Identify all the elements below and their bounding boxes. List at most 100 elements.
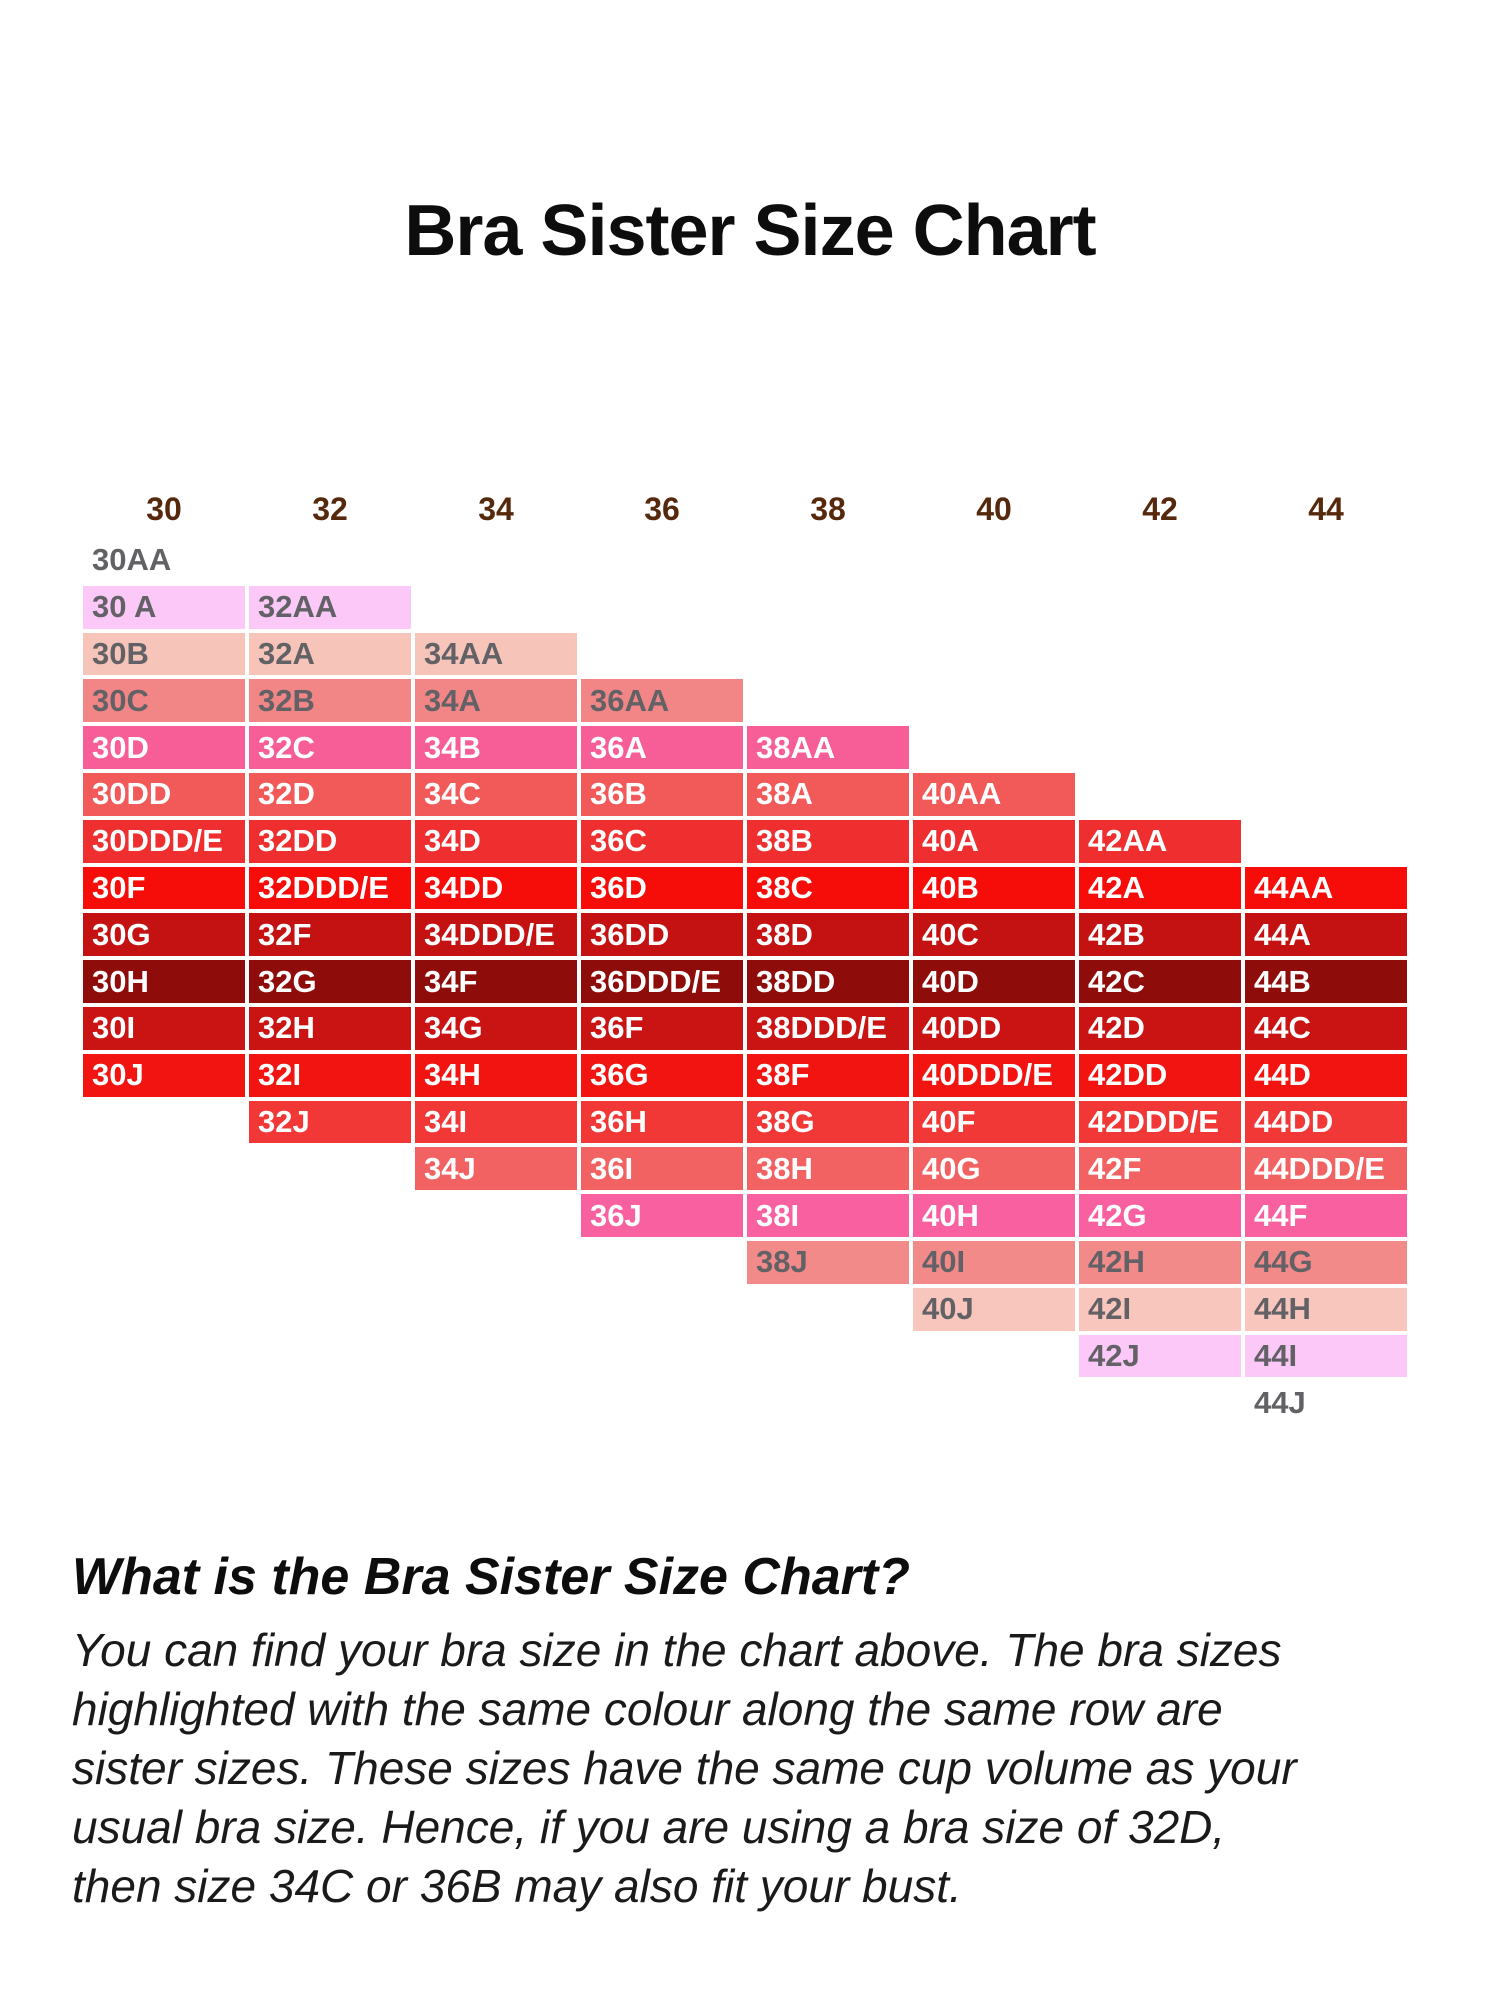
size-cell-36AA: 36AA (579, 677, 745, 725)
size-cell-30A: 30 A (81, 583, 247, 631)
size-cell-38DD: 38DD (745, 958, 911, 1005)
size-cell-42H: 42H (1077, 1238, 1243, 1286)
size-cell-32AA: 32AA (247, 583, 413, 631)
size-cell-36I: 36I (579, 1145, 745, 1193)
size-cell-38D: 38D (745, 911, 911, 959)
size-cell-38AA: 38AA (745, 724, 911, 771)
size-cell-36D: 36D (579, 864, 745, 912)
size-cell-44B: 44B (1243, 958, 1409, 1005)
band-header-30: 30 (146, 491, 182, 527)
size-cell-36C: 36C (579, 817, 745, 865)
size-cell-34I: 34I (413, 1098, 579, 1146)
band-header-row: 30 32 34 36 38 40 42 44 (81, 486, 1409, 533)
size-cell-44J: 44J (1243, 1379, 1409, 1427)
size-cell-40D: 40D (911, 958, 1077, 1005)
size-cell-34J: 34J (413, 1145, 579, 1193)
size-cell-36A: 36A (579, 724, 745, 771)
size-cell-34B: 34B (413, 724, 579, 771)
size-cell-40DD: 40DD (911, 1004, 1077, 1052)
size-cell-40G: 40G (911, 1145, 1077, 1193)
band-header-34: 34 (478, 491, 514, 527)
size-cell-38J: 38J (745, 1238, 911, 1286)
size-cell-42B: 42B (1077, 911, 1243, 959)
size-cell-36DDDE: 36DDD/E (579, 958, 745, 1005)
size-cell-32DD: 32DD (247, 817, 413, 865)
size-cell-36J: 36J (579, 1192, 745, 1239)
size-cell-40I: 40I (911, 1238, 1077, 1286)
size-cell-34C: 34C (413, 770, 579, 818)
size-cell-34DDDE: 34DDD/E (413, 911, 579, 959)
size-cell-30H: 30H (81, 958, 247, 1005)
size-cell-30I: 30I (81, 1004, 247, 1052)
size-cell-40DDDE: 40DDD/E (911, 1051, 1077, 1099)
size-cell-40J: 40J (911, 1285, 1077, 1333)
size-cell-38I: 38I (745, 1192, 911, 1239)
size-cell-40H: 40H (911, 1192, 1077, 1239)
size-cell-36B: 36B (579, 770, 745, 818)
size-cell-32J: 32J (247, 1098, 413, 1146)
page-title: Bra Sister Size Chart (404, 191, 1096, 271)
size-cell-36H: 36H (579, 1098, 745, 1146)
size-cell-32B: 32B (247, 677, 413, 725)
size-cell-30G: 30G (81, 911, 247, 959)
size-cell-34F: 34F (413, 958, 579, 1005)
sister-size-grid: 30AA 30 A 32AA 30B 32A 34AA 30C 32B 34A 36AA 30D 32… (81, 537, 1409, 1427)
size-cell-30AA: 30AA (81, 537, 247, 584)
size-cell-38G: 38G (745, 1098, 911, 1146)
size-cell-44F: 44F (1243, 1192, 1409, 1239)
size-cell-44C: 44C (1243, 1004, 1409, 1052)
size-cell-42DD: 42DD (1077, 1051, 1243, 1099)
size-cell-32G: 32G (247, 958, 413, 1005)
size-cell-34H: 34H (413, 1051, 579, 1099)
description-section: What is the Bra Sister Size Chart? You c… (72, 1547, 1467, 1916)
size-cell-32I: 32I (247, 1051, 413, 1099)
size-cell-42D: 42D (1077, 1004, 1243, 1052)
size-cell-34D: 34D (413, 817, 579, 865)
size-cell-36F: 36F (579, 1004, 745, 1052)
size-cell-40C: 40C (911, 911, 1077, 959)
size-cell-44DD: 44DD (1243, 1098, 1409, 1146)
band-header-44: 44 (1308, 491, 1344, 527)
description-heading: What is the Bra Sister Size Chart? (72, 1548, 910, 1606)
size-cell-38C: 38C (745, 864, 911, 912)
size-cell-30J: 30J (81, 1051, 247, 1099)
size-cell-34G: 34G (413, 1004, 579, 1052)
size-cell-42AA: 42AA (1077, 817, 1243, 865)
band-header-36: 36 (644, 491, 680, 527)
size-cell-44DDDE: 44DDD/E (1243, 1145, 1409, 1193)
size-cell-36G: 36G (579, 1051, 745, 1099)
size-cell-40B: 40B (911, 864, 1077, 912)
size-cell-34DD: 34DD (413, 864, 579, 912)
size-cell-38A: 38A (745, 770, 911, 818)
size-cell-42F: 42F (1077, 1145, 1243, 1193)
size-cell-30C: 30C (81, 677, 247, 725)
size-cell-30D: 30D (81, 724, 247, 771)
size-cell-30DD: 30DD (81, 770, 247, 818)
size-cell-34A: 34A (413, 677, 579, 725)
description-paragraph: You can find your bra size in the chart … (72, 1624, 1297, 1912)
size-cell-30B: 30B (81, 630, 247, 678)
size-cell-42J: 42J (1077, 1332, 1243, 1380)
size-cell-42DDDE: 42DDD/E (1077, 1098, 1243, 1146)
size-cell-44I: 44I (1243, 1332, 1409, 1380)
size-cell-40AA: 40AA (911, 770, 1077, 818)
size-cell-38B: 38B (745, 817, 911, 865)
size-cell-30DDDE: 30DDD/E (81, 817, 247, 865)
size-cell-42C: 42C (1077, 958, 1243, 1005)
size-cell-30F: 30F (81, 864, 247, 912)
size-cell-38DDDE: 38DDD/E (745, 1004, 911, 1052)
size-cell-32DDDE: 32DDD/E (247, 864, 413, 912)
size-cell-38F: 38F (745, 1051, 911, 1099)
band-header-40: 40 (976, 491, 1012, 527)
size-cell-44D: 44D (1243, 1051, 1409, 1099)
size-cell-32H: 32H (247, 1004, 413, 1052)
size-cell-32C: 32C (247, 724, 413, 771)
band-header-32: 32 (312, 491, 348, 527)
size-cell-40A: 40A (911, 817, 1077, 865)
size-cell-42G: 42G (1077, 1192, 1243, 1239)
size-cell-44A: 44A (1243, 911, 1409, 959)
size-cell-44G: 44G (1243, 1238, 1409, 1286)
band-header-38: 38 (810, 491, 846, 527)
size-cell-32A: 32A (247, 630, 413, 678)
